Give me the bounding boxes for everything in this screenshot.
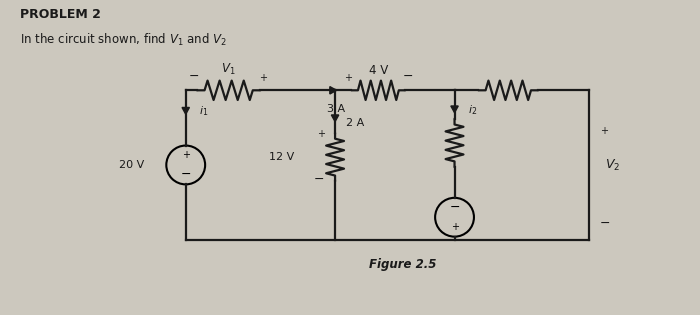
- Text: +: +: [451, 222, 458, 232]
- Text: $V_1$: $V_1$: [221, 62, 236, 77]
- Text: 20 V: 20 V: [120, 160, 145, 170]
- Text: −: −: [600, 217, 610, 230]
- Text: +: +: [344, 73, 353, 83]
- Text: $i_1$: $i_1$: [199, 104, 209, 118]
- Text: 12 V: 12 V: [269, 152, 294, 162]
- Text: +: +: [600, 126, 608, 136]
- Text: PROBLEM 2: PROBLEM 2: [20, 8, 101, 21]
- Polygon shape: [451, 106, 458, 113]
- Text: 4 V: 4 V: [369, 64, 388, 77]
- Text: +: +: [316, 129, 325, 139]
- Text: 3 A: 3 A: [328, 104, 346, 114]
- Polygon shape: [182, 107, 190, 114]
- Text: +: +: [260, 73, 267, 83]
- Text: −: −: [181, 168, 191, 181]
- Text: +: +: [182, 150, 190, 160]
- Text: −: −: [403, 70, 414, 83]
- Text: −: −: [449, 201, 460, 214]
- Text: Figure 2.5: Figure 2.5: [369, 258, 436, 271]
- Polygon shape: [331, 115, 339, 122]
- Text: $i_2$: $i_2$: [468, 103, 477, 117]
- Text: 2 A: 2 A: [346, 118, 364, 128]
- Text: $V_2$: $V_2$: [606, 158, 620, 173]
- Text: −: −: [314, 173, 325, 186]
- Text: In the circuit shown, find $V_1$ and $V_2$: In the circuit shown, find $V_1$ and $V_…: [20, 32, 227, 48]
- Polygon shape: [330, 87, 337, 94]
- Text: −: −: [189, 70, 199, 83]
